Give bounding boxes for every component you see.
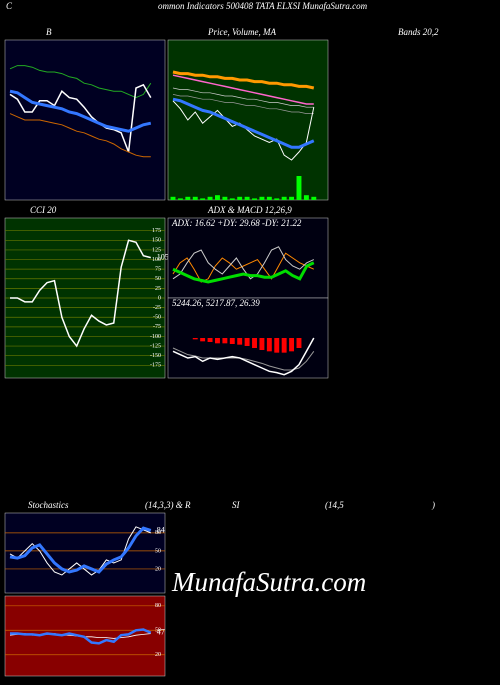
bar: [259, 338, 265, 350]
bar: [266, 338, 272, 352]
bar: [200, 338, 206, 342]
series-line: [9, 526, 152, 574]
y-tick-label: -75: [153, 324, 161, 330]
watermark: MunafaSutra.com: [171, 567, 366, 597]
bar: [237, 196, 243, 200]
series-line: [9, 65, 152, 99]
series-line: [10, 239, 151, 348]
bar: [244, 196, 250, 200]
bar: [311, 196, 317, 200]
last-value-label: 84: [157, 525, 165, 534]
bar: [170, 196, 176, 200]
y-tick-label: 175: [152, 228, 161, 234]
panel-title: B: [46, 27, 52, 37]
series-line: [172, 261, 315, 284]
panel-title-part: (14,5: [325, 500, 344, 510]
bar: [303, 195, 309, 200]
panel: [4, 512, 166, 594]
y-tick-label: 50: [155, 276, 161, 282]
y-tick-label: -100: [150, 334, 161, 340]
header-title: ommon Indicators 500408 TATA ELXSI Munaf…: [158, 1, 368, 11]
series-line: [172, 94, 314, 114]
panel-subtitle: 5244.26, 5217.87, 26.39: [172, 298, 260, 308]
y-tick-label: 0: [158, 295, 161, 301]
bar: [252, 198, 257, 200]
panel-title-part: (14,3,3) & R: [145, 500, 191, 510]
panel-title: ADX & MACD 12,26,9: [207, 205, 292, 215]
series-line: [172, 337, 315, 376]
last-value-label: 47: [157, 628, 165, 637]
y-tick-label: -150: [150, 353, 161, 359]
series-line: [9, 83, 152, 153]
bar: [296, 338, 302, 348]
bar: [259, 196, 265, 200]
y-tick-label: -50: [153, 315, 161, 321]
series-line: [9, 89, 152, 133]
series-line: [172, 87, 314, 108]
bar: [200, 198, 206, 200]
panel-title-part: Bands 20,2: [398, 27, 439, 37]
panel: [167, 39, 329, 201]
y-tick-label: 100: [152, 257, 161, 263]
y-tick-label: 50: [155, 548, 161, 554]
bar: [185, 196, 191, 200]
bar: [289, 196, 295, 200]
bar: [229, 338, 235, 344]
series-line: [172, 347, 315, 371]
y-tick-label: 50: [155, 628, 161, 634]
panel-title-part: ): [431, 500, 435, 510]
bar: [237, 338, 243, 345]
panel: [167, 217, 329, 299]
bar: [274, 338, 280, 353]
bar: [192, 196, 198, 200]
y-tick-label: 20: [155, 566, 161, 572]
y-tick-label: -25: [153, 305, 161, 311]
last-value-label: 105: [157, 252, 169, 261]
panel-title: CCI 20: [30, 205, 57, 215]
y-tick-label: -125: [150, 343, 161, 349]
bar: [214, 195, 220, 200]
series-line: [172, 74, 314, 105]
bar: [222, 196, 228, 200]
bar: [222, 338, 228, 344]
y-tick-label: 75: [155, 267, 161, 273]
series-line: [9, 113, 151, 158]
y-tick-label: -175: [150, 363, 161, 369]
bar: [281, 196, 287, 200]
bar: [281, 338, 287, 353]
bar: [266, 196, 272, 200]
y-tick-label: 25: [155, 286, 161, 292]
bar: [244, 338, 250, 346]
bar: [229, 198, 235, 200]
bar: [192, 338, 198, 340]
series-line: [172, 252, 315, 283]
bar: [207, 196, 213, 200]
series-line: [172, 70, 315, 90]
series-line: [172, 246, 315, 280]
series-line: [172, 97, 315, 149]
series-line: [9, 526, 151, 576]
bar: [296, 176, 302, 200]
bar: [177, 198, 183, 200]
bar: [289, 338, 295, 352]
bar: [207, 338, 213, 342]
header-letter: C: [6, 1, 13, 11]
bar: [214, 338, 220, 344]
panel-title-part: SI: [232, 500, 241, 510]
y-tick-label: 80: [155, 530, 161, 536]
panel-title: Price, Volume, MA: [207, 27, 276, 37]
y-tick-label: 20: [155, 652, 161, 658]
bar: [274, 198, 280, 200]
panel-title: Stochastics: [28, 500, 69, 510]
bar: [252, 338, 257, 348]
series-line: [10, 628, 152, 645]
y-tick-label: 125: [152, 247, 161, 253]
y-tick-label: 80: [155, 603, 161, 609]
y-tick-label: 150: [152, 238, 161, 244]
panel-subtitle: ADX: 16.62 +DY: 29.68 -DY: 21.22: [171, 218, 302, 228]
